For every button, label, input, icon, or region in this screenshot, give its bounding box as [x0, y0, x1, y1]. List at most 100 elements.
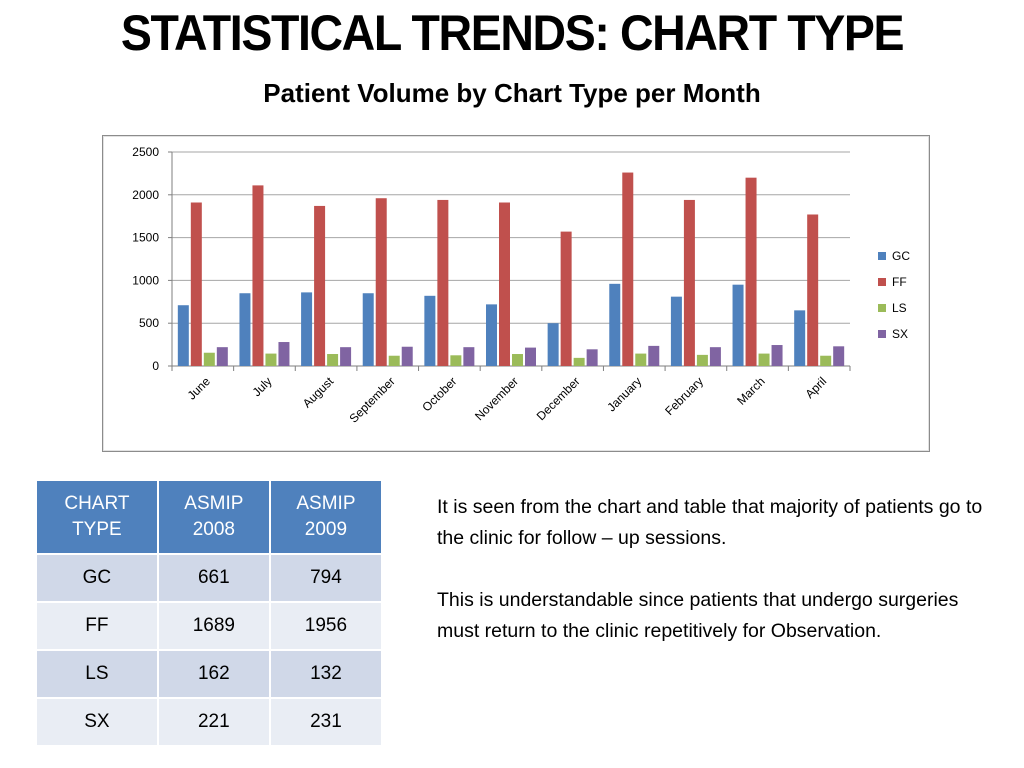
bar-ls: [573, 357, 585, 366]
bar-ls: [820, 355, 832, 366]
table-header-asmip-2009: ASMIP 2009: [268, 479, 384, 555]
legend-swatch: [878, 304, 886, 312]
x-tick-label: April: [802, 374, 829, 401]
x-tick-label: February: [662, 374, 706, 418]
bar-ff: [252, 185, 264, 366]
commentary-paragraph: This is understandable since patients th…: [437, 589, 959, 642]
bar-gc: [547, 323, 559, 366]
table-cell: 661: [156, 553, 271, 603]
table-cell: 162: [156, 649, 271, 699]
bar-ls: [512, 354, 523, 366]
bar-gc: [301, 292, 313, 366]
legend-swatch: [878, 252, 886, 260]
bar-ff: [190, 202, 202, 366]
bar-ls: [758, 353, 770, 366]
bar-ff: [807, 214, 819, 366]
table-row: FF 1689 1956: [35, 601, 384, 651]
bar-sx: [401, 346, 413, 366]
bar-chart: 0 500 1000 1500 2000 2500 June July August Septem…: [132, 145, 910, 426]
bar-ls: [265, 353, 277, 366]
bar-gc: [609, 283, 621, 366]
bar-ls: [635, 353, 647, 366]
x-tick-label: August: [300, 374, 337, 411]
bar-sx: [340, 347, 352, 366]
table-cell: LS: [35, 649, 159, 699]
table-cell: 132: [268, 649, 384, 699]
x-tick-label: September: [346, 374, 397, 425]
bar-ff: [745, 177, 757, 366]
table-row: SX 221 231: [35, 697, 384, 747]
legend-label: LS: [892, 301, 907, 315]
bar-sx: [648, 345, 660, 366]
bar-sx: [463, 347, 475, 366]
bar-gc: [670, 296, 682, 366]
bar-ls: [450, 355, 462, 366]
bar-ls: [388, 355, 400, 366]
x-tick-label: June: [185, 374, 214, 403]
y-tick-label: 0: [152, 359, 159, 373]
y-tick-label: 1500: [132, 231, 159, 245]
bar-ls: [327, 354, 339, 366]
header-line: ASMIP: [296, 493, 356, 514]
commentary-paragraph: It is seen from the chart and table that…: [437, 496, 983, 549]
table-cell: SX: [35, 697, 159, 747]
legend-label: FF: [892, 275, 907, 289]
x-tick-label: November: [472, 374, 521, 423]
table-cell: 231: [268, 697, 384, 747]
table-cell: 794: [268, 553, 384, 603]
table-header-asmip-2008: ASMIP 2008: [156, 479, 271, 555]
bar-sx: [709, 347, 721, 366]
bar-sx: [278, 342, 290, 366]
bar-ff: [437, 199, 449, 366]
legend-swatch: [878, 330, 886, 338]
bar-sx: [216, 347, 228, 366]
x-tick-label: December: [534, 374, 583, 423]
y-tick-label: 500: [139, 316, 159, 330]
table-cell: 221: [156, 697, 271, 747]
y-tick-label: 1000: [132, 273, 159, 287]
bar-ls: [696, 354, 708, 366]
table-header-chart-type: CHART TYPE: [35, 479, 159, 555]
header-line: TYPE: [72, 519, 122, 540]
legend-label: GC: [892, 249, 910, 263]
bar-ls: [203, 352, 215, 366]
bar-gc: [732, 284, 744, 366]
commentary: It is seen from the chart and table that…: [437, 492, 997, 678]
bar-gc: [794, 310, 806, 366]
bar-ff: [375, 198, 387, 366]
bar-ff: [314, 205, 326, 366]
table-cell: GC: [35, 553, 159, 603]
bar-sx: [833, 346, 845, 366]
y-tick-label: 2000: [132, 188, 159, 202]
table-cell: 1689: [156, 601, 271, 651]
legend-label: SX: [892, 327, 908, 341]
table-row: GC 661 794: [35, 553, 384, 603]
page-title: STATISTICAL TRENDS: CHART TYPE: [120, 5, 905, 61]
x-tick-label: January: [604, 374, 644, 414]
header-line: 2008: [192, 519, 235, 540]
bar-gc: [486, 304, 497, 366]
bar-ff: [560, 231, 572, 366]
bar-sx: [525, 347, 536, 366]
table-header-row: CHART TYPE ASMIP 2008 ASMIP 2009: [35, 479, 384, 555]
bar-ff: [683, 199, 695, 366]
header-line: 2009: [304, 519, 348, 540]
bar-ff: [499, 202, 510, 366]
bar-gc: [362, 293, 374, 366]
chart-type-table: CHART TYPE ASMIP 2008 ASMIP 2009 GC 661 …: [35, 479, 384, 747]
page-subtitle: Patient Volume by Chart Type per Month: [263, 78, 761, 108]
table-row: LS 162 132: [35, 649, 384, 699]
bar-sx: [771, 345, 783, 366]
header-line: CHART: [64, 493, 130, 514]
bar-gc: [177, 305, 189, 366]
y-tick-label: 2500: [132, 145, 159, 159]
table-cell: 1956: [268, 601, 384, 651]
bar-sx: [586, 349, 598, 366]
header-line: ASMIP: [184, 493, 244, 514]
bar-gc: [239, 293, 251, 366]
table-cell: FF: [35, 601, 159, 651]
x-tick-label: March: [734, 374, 767, 407]
bar-ff: [622, 172, 634, 366]
x-tick-label: October: [419, 374, 459, 414]
x-tick-label: July: [250, 374, 275, 399]
